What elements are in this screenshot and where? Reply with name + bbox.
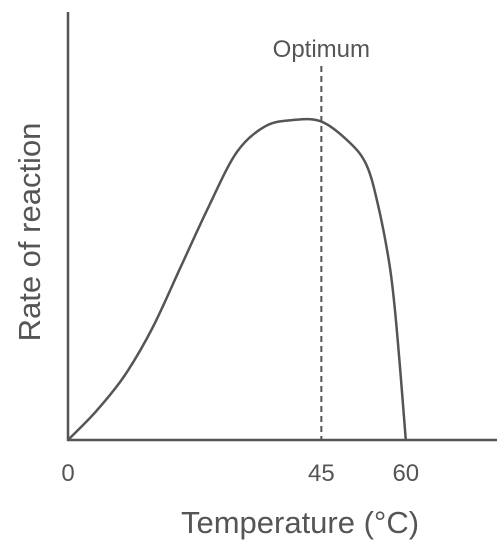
optimum-label: Optimum	[273, 36, 370, 63]
rate-curve	[67, 117, 408, 441]
x-tick-label: 45	[308, 460, 335, 487]
x-tick-labels: 0 45 60	[61, 460, 419, 487]
x-axis-title: Temperature (°C)	[181, 505, 419, 540]
plot-area: Optimum	[67, 36, 408, 441]
y-axis-title: Rate of reaction	[12, 123, 47, 342]
x-tick-label: 60	[392, 460, 419, 487]
x-tick-label: 0	[61, 460, 74, 487]
